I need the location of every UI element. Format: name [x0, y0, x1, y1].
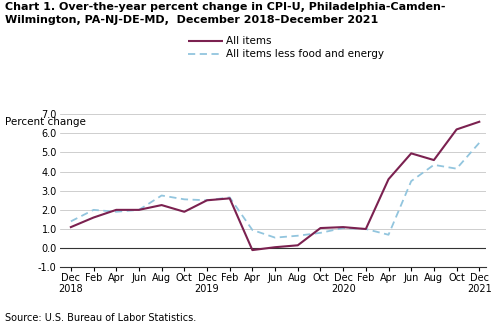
- All items less food and energy: [454, 167, 460, 170]
- Line: All items: All items: [71, 122, 479, 250]
- All items less food and energy: [204, 198, 210, 202]
- Text: Chart 1. Over-the-year percent change in CPI-U, Philadelphia-Camden-: Chart 1. Over-the-year percent change in…: [5, 2, 445, 12]
- All items less food and energy: [249, 228, 255, 232]
- All items: [113, 208, 119, 212]
- All items: [385, 177, 391, 181]
- All items: [136, 208, 142, 212]
- Text: Source: U.S. Bureau of Labor Statistics.: Source: U.S. Bureau of Labor Statistics.: [5, 313, 196, 323]
- All items: [159, 203, 165, 207]
- Text: Percent change: Percent change: [5, 117, 86, 127]
- All items less food and energy: [227, 196, 233, 200]
- All items: [295, 243, 301, 247]
- All items less food and energy: [476, 141, 482, 145]
- All items less food and energy: [295, 234, 301, 238]
- All items less food and energy: [408, 179, 414, 183]
- All items less food and energy: [431, 163, 437, 167]
- All items: [91, 215, 97, 219]
- All items: [227, 196, 233, 200]
- All items: [363, 227, 369, 231]
- All items less food and energy: [363, 227, 369, 231]
- All items less food and energy: [91, 208, 97, 212]
- All items: [476, 120, 482, 124]
- All items less food and energy: [340, 226, 346, 230]
- All items less food and energy: [136, 208, 142, 212]
- All items less food and energy: [182, 197, 187, 201]
- All items: [317, 226, 323, 230]
- Line: All items less food and energy: All items less food and energy: [71, 143, 479, 238]
- All items: [272, 245, 278, 249]
- All items less food and energy: [113, 210, 119, 214]
- All items less food and energy: [159, 194, 165, 198]
- All items: [68, 225, 74, 229]
- All items: [249, 248, 255, 252]
- All items: [454, 127, 460, 131]
- Text: All items less food and energy: All items less food and energy: [226, 49, 384, 59]
- All items: [408, 151, 414, 155]
- Text: Wilmington, PA-NJ-DE-MD,  December 2018–December 2021: Wilmington, PA-NJ-DE-MD, December 2018–D…: [5, 15, 378, 25]
- All items: [204, 198, 210, 202]
- All items less food and energy: [272, 236, 278, 240]
- All items: [340, 225, 346, 229]
- All items: [182, 210, 187, 214]
- All items less food and energy: [385, 233, 391, 237]
- All items less food and energy: [317, 231, 323, 235]
- All items: [431, 158, 437, 162]
- Text: All items: All items: [226, 36, 271, 46]
- All items less food and energy: [68, 219, 74, 223]
